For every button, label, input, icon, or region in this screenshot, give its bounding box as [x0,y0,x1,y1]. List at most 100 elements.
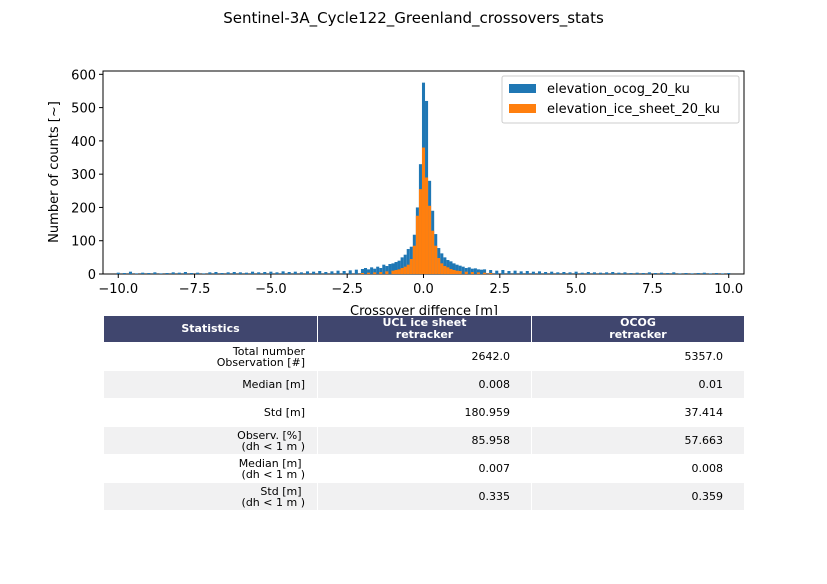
ocog-bar-118 [715,273,719,274]
ocog-bar-67 [443,257,447,274]
ocog-value: 0.359 [531,482,745,511]
ocog-bar-116 [702,272,706,274]
ocog-bar-103 [623,272,627,274]
ocog-bar-40 [360,269,364,274]
ocog-bar-71 [455,264,459,274]
ucl-value: 85.958 [317,426,532,455]
y-axis-ticks: 0 100 200 300 400 500 600 [71,68,103,283]
x-tick-label: −10.0 [98,282,138,297]
y-tick-label: 400 [71,135,96,150]
ice-sheet-bar-14 [418,189,422,274]
row-label: Std [m] [103,398,318,427]
ice-sheet-bar-20 [437,258,441,274]
ocog-value: 57.663 [531,426,745,455]
x-tick-label: 2.5 [489,282,510,297]
ice-sheet-bar-21 [440,263,444,274]
ocog-bar-13 [196,272,200,274]
ice-sheet-bar-27 [458,271,462,274]
ocog-bar-83 [501,270,505,274]
ice-sheet-bar-28 [464,271,468,274]
ucl-value: 180.959 [317,398,532,427]
ocog-bar-45 [376,266,380,274]
ocog-bar-48 [385,266,389,274]
ice-sheet-bar-32 [489,273,493,274]
legend-swatch-ice-sheet [509,104,536,113]
ocog-bar-16 [214,272,218,274]
ucl-value: 0.008 [317,370,532,399]
ocog-bar-5 [147,273,151,274]
ice-sheet-bar-30 [476,272,480,274]
ocog-value: 0.008 [531,454,745,483]
ice-sheet-bar-13 [415,215,419,274]
ocog-bar-26 [275,272,279,274]
ocog-bar-80 [483,269,487,274]
ocog-bar-38 [348,270,352,274]
ocog-bar-22 [251,271,255,274]
ocog-bar-84 [507,271,511,274]
ocog-bar-89 [537,271,542,274]
y-tick-label: 0 [88,268,96,283]
table-row: Median [m] (dh < 1 m ) 0.007 0.008 [103,454,745,483]
ocog-bar-47 [382,264,386,274]
ocog-bar-43 [370,267,374,274]
ucl-value: 0.335 [317,482,532,511]
legend-box [501,75,740,124]
legend-label-ice-sheet: elevation_ice_sheet_20_ku [547,102,720,117]
ocog-bar-74 [464,268,468,274]
ocog-bar-39 [354,269,358,274]
table-header-row: Statistics UCL ice sheet retracker OCOG … [103,315,745,343]
ocog-bar-35 [330,271,334,274]
ocog-bar-90 [544,272,548,274]
y-axis-label: Number of counts [~] [47,101,62,243]
ocog-bar-95 [574,271,578,274]
ucl-value: 0.007 [317,454,532,483]
ocog-bar-44 [373,268,377,274]
x-tick-label: 10.0 [714,282,743,297]
x-tick-label: −2.5 [331,282,363,297]
ocog-bar-4 [141,272,145,274]
ice-sheet-bar-10 [406,264,410,274]
ice-sheet-bar-12 [412,245,416,274]
ocog-bar-32 [312,271,316,274]
ocog-value: 0.01 [531,370,745,399]
ocog-bar-7 [159,273,163,274]
ocog-bar-52 [397,260,401,274]
ocog-bar-113 [684,273,688,274]
ocog-bar-3 [135,273,139,274]
ice-sheet-bar-7 [397,269,401,274]
ocog-bar-75 [467,267,471,274]
x-tick-label: 7.5 [642,282,663,297]
ice-sheet-bar-23 [446,267,450,274]
row-label: Observ. [%] (dh < 1 m ) [103,426,318,455]
ocog-bar-94 [568,272,572,274]
ocog-bar-33 [318,271,322,274]
header-ocog-retracker: OCOG retracker [531,315,745,343]
series-ice-sheet-bars [360,147,493,274]
ice-sheet-bar-11 [409,259,413,274]
statistics-table: Statistics UCL ice sheet retracker OCOG … [103,315,745,511]
ocog-bar-119 [721,273,725,274]
ocog-bar-115 [696,273,700,274]
ocog-bar-49 [388,264,392,274]
ocog-bar-24 [263,272,267,274]
ocog-bar-114 [690,273,694,274]
ocog-bar-50 [391,263,395,274]
ocog-bar-10 [177,272,181,274]
ocog-bar-91 [550,271,554,274]
ocog-bar-120 [727,273,731,274]
ice-sheet-bar-16 [425,177,429,274]
ocog-bar-19 [232,272,236,274]
figure-title: Sentinel-3A_Cycle122_Greenland_crossover… [223,9,604,27]
ocog-bar-79 [479,269,484,274]
ocog-bar-86 [519,271,523,274]
ocog-bar-106 [641,273,645,274]
table-row: Std [m] 180.959 37.414 [103,398,745,427]
ocog-bar-110 [666,273,670,274]
ocog-bar-102 [617,272,621,274]
legend: elevation_ocog_20_ku elevation_ice_sheet… [501,75,740,124]
ocog-bar-70 [452,263,456,274]
ocog-bar-20 [238,272,242,274]
ocog-bar-77 [473,268,477,274]
ocog-bar-73 [461,266,465,274]
